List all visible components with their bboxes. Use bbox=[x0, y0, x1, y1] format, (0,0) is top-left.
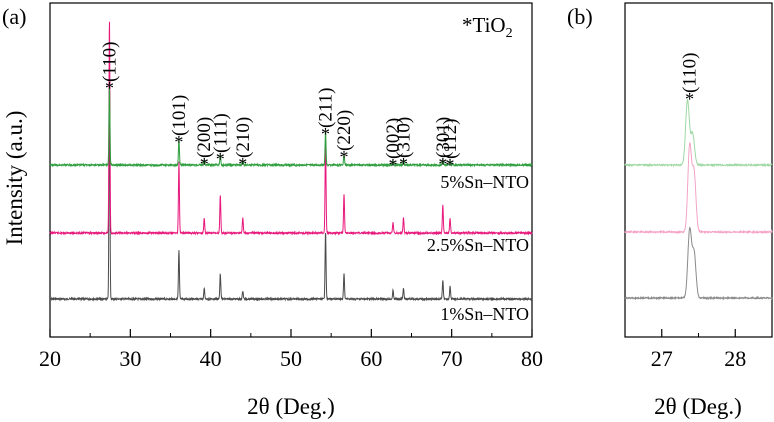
legend-phase: TiO bbox=[473, 13, 506, 37]
x-tick-label: 70 bbox=[441, 346, 463, 371]
panel-a-label: (a) bbox=[2, 4, 26, 29]
x-tick-label: 80 bbox=[521, 346, 543, 371]
peak-label: (211) bbox=[316, 88, 337, 128]
peak-label: (111) bbox=[210, 113, 231, 153]
panel-b-label: (b) bbox=[567, 4, 593, 29]
series-label-1: 1%Sn–NTO bbox=[440, 304, 529, 324]
legend-asterisk: * bbox=[462, 13, 473, 37]
peak-label: (112) bbox=[440, 119, 461, 159]
panel-a: (a) *(110)*(101)*(200)*(111)*(210) *(211)… bbox=[2, 2, 543, 419]
panel-b-series bbox=[624, 98, 773, 301]
panel-a-legend: *TiO2 bbox=[462, 13, 513, 41]
peak-label: (110) bbox=[99, 42, 120, 82]
peak-asterisk: * bbox=[446, 155, 455, 175]
panel-a-series bbox=[49, 21, 533, 302]
peak-asterisk: * bbox=[399, 154, 408, 174]
series-line-3 bbox=[49, 86, 533, 168]
peak-label: (210) bbox=[233, 117, 254, 158]
peak-label: (301) bbox=[433, 117, 454, 158]
panel-a-annotations: *(110)*(101)*(200)*(111)*(210) *(211)*(22… bbox=[99, 42, 461, 175]
series-line-2 bbox=[49, 21, 533, 236]
x-tick-label: 50 bbox=[280, 346, 302, 371]
peak-asterisk: * bbox=[438, 154, 447, 174]
peak-asterisk: * bbox=[216, 149, 225, 169]
series-label-5: 5%Sn–NTO bbox=[440, 172, 529, 192]
peak-asterisk: * bbox=[340, 147, 349, 167]
peak-asterisk: * bbox=[321, 124, 330, 144]
panel-a-x-axis: 20 30 40 50 60 70 80 bbox=[39, 329, 543, 371]
peak-label: (220) bbox=[334, 110, 355, 151]
series-line-b-1 bbox=[624, 226, 773, 301]
x-tick-label: 27 bbox=[651, 346, 673, 371]
peak-asterisk: * bbox=[200, 154, 209, 174]
peak-asterisk: * bbox=[389, 155, 398, 175]
peak-asterisk: * bbox=[174, 132, 183, 152]
panel-b-xlabel: 2θ (Deg.) bbox=[654, 394, 742, 419]
series-line-b-3 bbox=[624, 98, 773, 168]
peak-asterisk: * bbox=[685, 89, 694, 109]
peak-label: (002) bbox=[383, 118, 404, 159]
peak-label: (200) bbox=[194, 117, 215, 158]
peak-label: (310) bbox=[393, 117, 414, 158]
panel-a-frame bbox=[49, 2, 533, 338]
x-tick-label: 60 bbox=[360, 346, 382, 371]
series-label-2-5: 2.5%Sn–NTO bbox=[427, 235, 529, 255]
panel-a-ylabel: Intensity (a.u.) bbox=[2, 111, 27, 246]
panel-b-x-axis: 27 28 bbox=[651, 329, 746, 371]
x-tick-label: 30 bbox=[119, 346, 141, 371]
panel-a-xlabel: 2θ (Deg.) bbox=[247, 394, 335, 419]
legend-subscript: 2 bbox=[506, 26, 513, 41]
x-tick-label: 28 bbox=[724, 346, 746, 371]
panel-b: (b) 27 28 *(110) 2θ (Deg.) bbox=[567, 2, 773, 419]
x-tick-label: 20 bbox=[39, 346, 61, 371]
peak-label: (110) bbox=[680, 53, 701, 93]
series-line-b-2 bbox=[624, 142, 773, 235]
peak-asterisk: * bbox=[238, 154, 247, 174]
peak-asterisk: * bbox=[105, 78, 114, 98]
series-line-1 bbox=[49, 91, 533, 302]
panel-b-annotation: *(110) bbox=[680, 53, 701, 109]
x-tick-label: 40 bbox=[200, 346, 222, 371]
peak-label: (101) bbox=[169, 95, 190, 136]
